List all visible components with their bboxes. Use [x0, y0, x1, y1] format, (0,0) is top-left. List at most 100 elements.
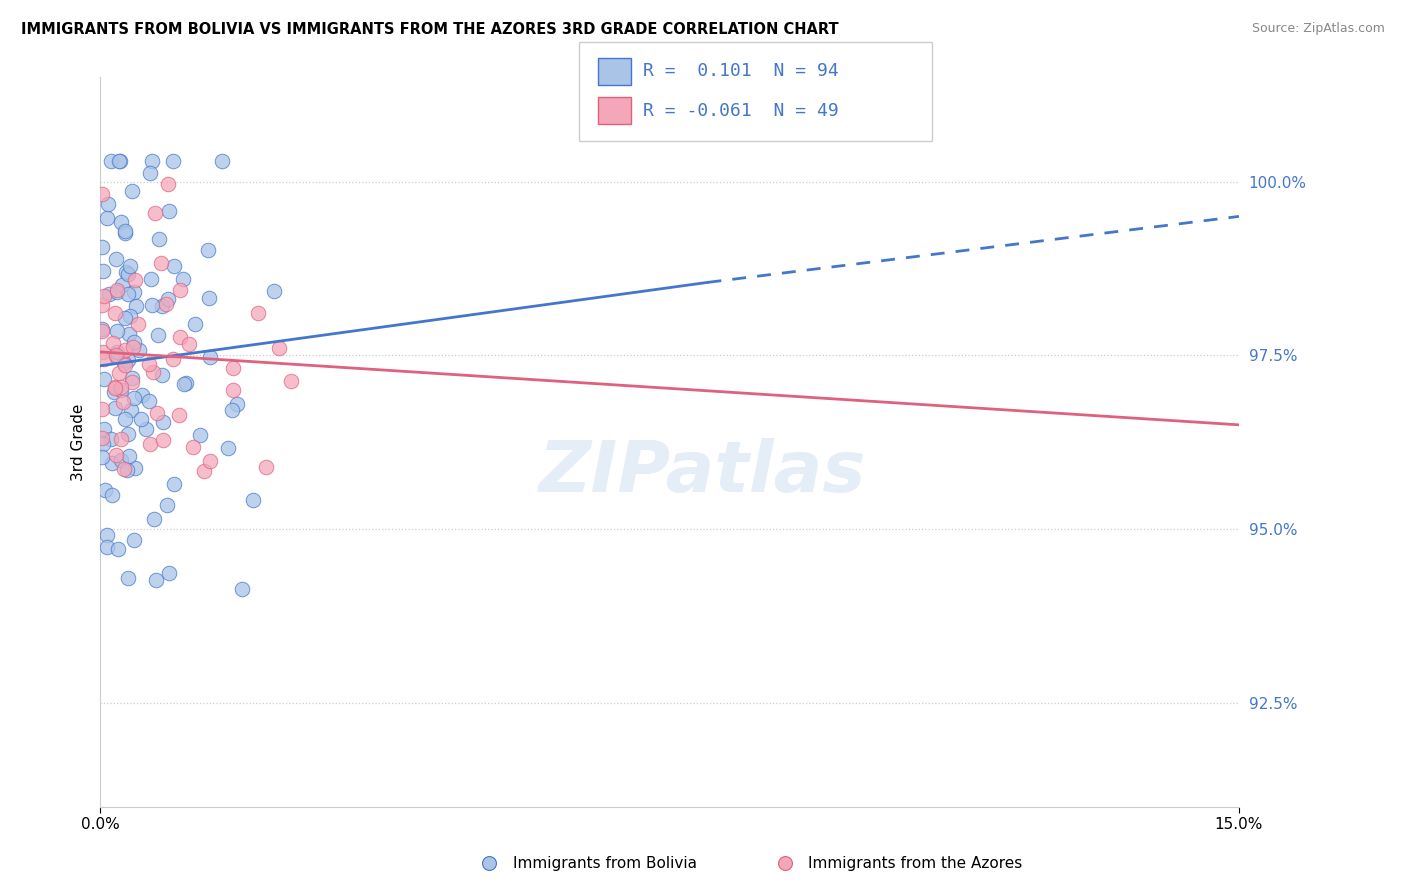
- Point: [100, 432, 122, 446]
- Point: [117, 353, 139, 368]
- Point: [280, 374, 302, 388]
- Point: [104, 448, 127, 462]
- Point: [143, 511, 166, 525]
- Point: [162, 352, 184, 367]
- Point: [118, 309, 141, 323]
- Point: [114, 343, 136, 358]
- Point: [124, 461, 146, 475]
- Point: [120, 259, 142, 273]
- Point: [162, 153, 184, 168]
- Point: [121, 184, 143, 198]
- Point: [157, 566, 180, 580]
- Point: [225, 397, 247, 411]
- Point: [157, 204, 180, 219]
- Point: [150, 368, 173, 383]
- Point: [222, 361, 245, 376]
- Point: [135, 422, 157, 436]
- Point: [112, 462, 135, 476]
- Point: [128, 343, 150, 357]
- Point: [115, 264, 138, 278]
- Point: [93, 483, 115, 497]
- Point: [114, 224, 136, 238]
- Point: [127, 318, 149, 332]
- Point: [117, 286, 139, 301]
- Point: [125, 299, 148, 313]
- Point: [100, 153, 122, 168]
- Point: [124, 273, 146, 287]
- Point: [118, 449, 141, 463]
- Point: [174, 376, 197, 391]
- Point: [145, 574, 167, 588]
- Point: [105, 285, 128, 299]
- Point: [101, 488, 124, 502]
- Point: [198, 292, 221, 306]
- Point: [179, 337, 201, 351]
- Point: [269, 341, 291, 355]
- Point: [149, 256, 172, 270]
- Point: [108, 153, 131, 168]
- Point: [93, 352, 115, 367]
- Point: [247, 306, 270, 320]
- Point: [103, 380, 125, 394]
- Point: [167, 408, 190, 422]
- Point: [139, 437, 162, 451]
- Point: [146, 406, 169, 420]
- Point: [222, 383, 245, 397]
- Text: Immigrants from the Azores: Immigrants from the Azores: [808, 856, 1022, 871]
- Point: [143, 206, 166, 220]
- Point: [93, 422, 115, 436]
- Point: [141, 298, 163, 312]
- Point: [188, 428, 211, 442]
- Point: [91, 345, 114, 359]
- Point: [169, 330, 191, 344]
- Point: [110, 452, 132, 467]
- Point: [231, 582, 253, 596]
- Point: [105, 283, 128, 297]
- Point: [193, 464, 215, 478]
- Point: [110, 380, 132, 394]
- Point: [142, 365, 165, 379]
- Text: R = -0.061  N = 49: R = -0.061 N = 49: [643, 102, 838, 120]
- Point: [96, 528, 118, 542]
- Point: [101, 456, 124, 470]
- Point: [110, 215, 132, 229]
- Point: [263, 284, 285, 298]
- Point: [104, 348, 127, 362]
- Point: [114, 311, 136, 326]
- Text: R =  0.101  N = 94: R = 0.101 N = 94: [643, 62, 838, 80]
- Point: [104, 401, 127, 415]
- Point: [181, 440, 204, 454]
- Point: [105, 252, 128, 267]
- Point: [96, 540, 118, 554]
- Point: [122, 285, 145, 299]
- Point: [103, 335, 125, 350]
- Point: [138, 357, 160, 371]
- Point: [103, 384, 125, 399]
- Point: [111, 278, 134, 293]
- Point: [254, 460, 277, 475]
- Point: [97, 197, 120, 211]
- Point: [221, 403, 243, 417]
- Point: [184, 318, 207, 332]
- Point: [129, 411, 152, 425]
- Point: [211, 153, 233, 168]
- Point: [217, 441, 239, 455]
- Point: [114, 358, 136, 372]
- Point: [121, 376, 143, 390]
- Point: [155, 297, 177, 311]
- Point: [90, 402, 112, 417]
- Point: [120, 403, 142, 417]
- Point: [157, 177, 180, 191]
- Y-axis label: 3rd Grade: 3rd Grade: [72, 403, 86, 481]
- Point: [163, 259, 186, 273]
- Point: [162, 477, 184, 491]
- Point: [141, 153, 163, 168]
- Point: [198, 350, 221, 364]
- Point: [91, 437, 114, 451]
- Point: [169, 283, 191, 297]
- Point: [91, 263, 114, 277]
- Point: [157, 292, 180, 306]
- Point: [114, 411, 136, 425]
- Point: [105, 324, 128, 338]
- Point: [148, 232, 170, 246]
